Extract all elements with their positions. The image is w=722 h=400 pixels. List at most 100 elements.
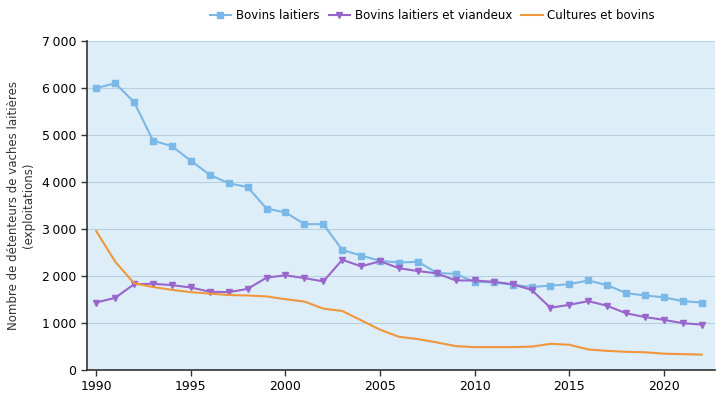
Cultures et bovins: [168, 288, 176, 292]
Bovins laitiers: [471, 280, 479, 284]
Bovins laitiers et viandeux: [414, 269, 422, 274]
Bovins laitiers: [565, 282, 574, 287]
Bovins laitiers et viandeux: [527, 288, 536, 292]
Cultures et bovins: [565, 342, 574, 347]
Bovins laitiers: [262, 206, 271, 211]
Bovins laitiers et viandeux: [584, 299, 593, 304]
Bovins laitiers et viandeux: [640, 315, 649, 320]
Bovins laitiers: [546, 283, 554, 288]
Bovins laitiers: [225, 181, 233, 186]
Cultures et bovins: [451, 344, 460, 348]
Bovins laitiers: [432, 270, 441, 275]
Bovins laitiers: [490, 280, 498, 285]
Cultures et bovins: [471, 345, 479, 350]
Bovins laitiers: [527, 285, 536, 290]
Bovins laitiers: [149, 138, 157, 143]
Bovins laitiers et viandeux: [660, 318, 669, 322]
Bovins laitiers: [206, 172, 214, 177]
Cultures et bovins: [697, 352, 706, 357]
Cultures et bovins: [243, 293, 252, 298]
Bovins laitiers et viandeux: [432, 271, 441, 276]
Cultures et bovins: [281, 297, 290, 302]
Bovins laitiers: [375, 258, 384, 263]
Bovins laitiers: [414, 259, 422, 264]
Bovins laitiers: [679, 299, 687, 304]
Bovins laitiers et viandeux: [149, 281, 157, 286]
Line: Cultures et bovins: Cultures et bovins: [96, 231, 702, 355]
Cultures et bovins: [262, 294, 271, 299]
Bovins laitiers: [92, 86, 100, 90]
Bovins laitiers et viandeux: [319, 279, 328, 284]
Legend: Bovins laitiers, Bovins laitiers et viandeux, Cultures et bovins: Bovins laitiers, Bovins laitiers et vian…: [205, 4, 660, 27]
Cultures et bovins: [679, 352, 687, 356]
Bovins laitiers: [243, 185, 252, 190]
Cultures et bovins: [640, 350, 649, 355]
Bovins laitiers et viandeux: [395, 266, 404, 271]
Bovins laitiers et viandeux: [490, 280, 498, 284]
Bovins laitiers et viandeux: [565, 302, 574, 307]
Cultures et bovins: [111, 259, 120, 264]
Bovins laitiers et viandeux: [186, 285, 195, 290]
Bovins laitiers et viandeux: [92, 300, 100, 305]
Bovins laitiers et viandeux: [111, 296, 120, 300]
Bovins laitiers: [111, 81, 120, 86]
Cultures et bovins: [622, 350, 630, 354]
Bovins laitiers: [281, 210, 290, 215]
Cultures et bovins: [660, 351, 669, 356]
Bovins laitiers et viandeux: [451, 278, 460, 283]
Bovins laitiers: [395, 260, 404, 265]
Cultures et bovins: [92, 229, 100, 234]
Bovins laitiers et viandeux: [300, 276, 309, 280]
Bovins laitiers et viandeux: [697, 322, 706, 327]
Bovins laitiers et viandeux: [130, 282, 139, 287]
Bovins laitiers et viandeux: [243, 286, 252, 291]
Bovins laitiers et viandeux: [225, 290, 233, 294]
Bovins laitiers: [508, 282, 517, 287]
Bovins laitiers: [622, 291, 630, 296]
Bovins laitiers et viandeux: [338, 258, 347, 262]
Bovins laitiers: [319, 222, 328, 226]
Bovins laitiers: [584, 278, 593, 283]
Bovins laitiers: [338, 248, 347, 252]
Cultures et bovins: [149, 285, 157, 290]
Bovins laitiers: [640, 293, 649, 298]
Cultures et bovins: [546, 342, 554, 346]
Cultures et bovins: [508, 345, 517, 350]
Cultures et bovins: [319, 306, 328, 311]
Bovins laitiers et viandeux: [281, 273, 290, 278]
Bovins laitiers: [357, 253, 365, 258]
Cultures et bovins: [300, 299, 309, 304]
Bovins laitiers et viandeux: [262, 275, 271, 280]
Bovins laitiers: [451, 272, 460, 276]
Cultures et bovins: [584, 347, 593, 352]
Line: Bovins laitiers: Bovins laitiers: [93, 80, 705, 306]
Bovins laitiers et viandeux: [471, 278, 479, 283]
Bovins laitiers et viandeux: [375, 259, 384, 264]
Bovins laitiers: [603, 283, 612, 288]
Cultures et bovins: [357, 318, 365, 323]
Cultures et bovins: [527, 344, 536, 349]
Cultures et bovins: [375, 327, 384, 332]
Bovins laitiers et viandeux: [168, 283, 176, 288]
Cultures et bovins: [490, 345, 498, 350]
Cultures et bovins: [432, 340, 441, 345]
Cultures et bovins: [338, 308, 347, 313]
Bovins laitiers: [697, 300, 706, 305]
Bovins laitiers: [300, 222, 309, 226]
Cultures et bovins: [414, 337, 422, 342]
Cultures et bovins: [395, 334, 404, 339]
Bovins laitiers: [168, 144, 176, 149]
Bovins laitiers et viandeux: [206, 289, 214, 294]
Cultures et bovins: [186, 290, 195, 294]
Cultures et bovins: [130, 281, 139, 286]
Y-axis label: Nombre de détenteurs de vaches laitières
(exploitations): Nombre de détenteurs de vaches laitières…: [7, 81, 35, 330]
Bovins laitiers et viandeux: [357, 264, 365, 269]
Bovins laitiers et viandeux: [603, 304, 612, 308]
Cultures et bovins: [206, 291, 214, 296]
Cultures et bovins: [603, 348, 612, 353]
Bovins laitiers et viandeux: [622, 311, 630, 316]
Bovins laitiers et viandeux: [546, 305, 554, 310]
Bovins laitiers: [660, 295, 669, 300]
Cultures et bovins: [225, 293, 233, 298]
Bovins laitiers et viandeux: [508, 282, 517, 287]
